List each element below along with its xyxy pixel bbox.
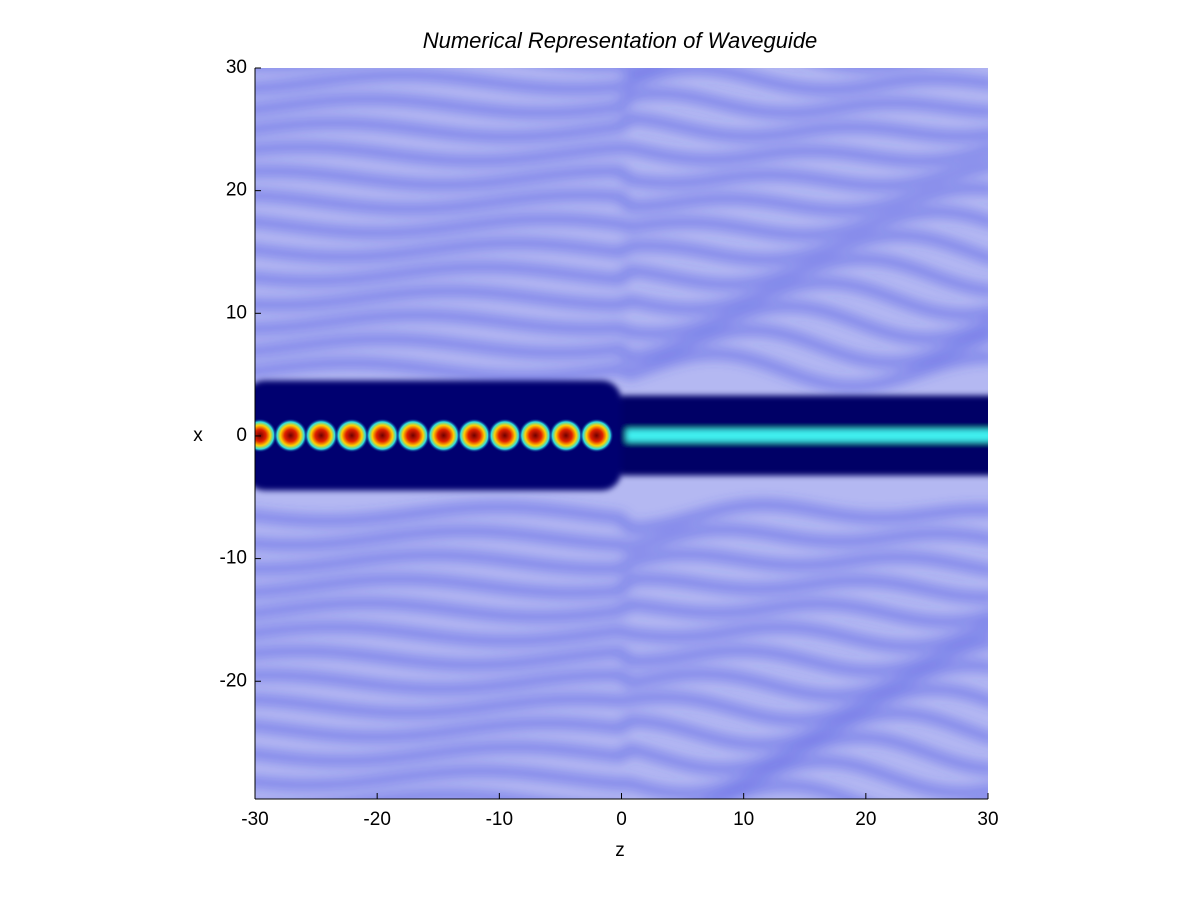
field-stripe [255, 161, 988, 191]
guide-spot [273, 418, 308, 453]
field-stripe [255, 732, 988, 774]
field-image [255, 68, 988, 799]
guide-spot [255, 418, 277, 453]
x-tick-label: -30 [241, 809, 268, 830]
guide-spot [396, 418, 430, 453]
field-stripe [255, 277, 988, 320]
field-stripe [255, 68, 988, 95]
field-stripe [255, 524, 988, 553]
field-stripe [255, 638, 988, 676]
guide-core-right [626, 429, 988, 442]
x-axis-label: z [615, 840, 625, 861]
field-stripe [255, 88, 988, 118]
guide-spot [579, 418, 614, 453]
y-tick-label: 10 [226, 302, 247, 323]
x-tick-label: 20 [855, 809, 876, 830]
field-stripe [255, 708, 988, 750]
x-tick-label: 0 [616, 809, 627, 830]
field-stripe [255, 574, 988, 602]
field-stripes [255, 68, 988, 799]
field-stripe [255, 349, 988, 392]
field-stripe [255, 684, 988, 725]
field-stripe [255, 598, 988, 627]
field-stripe [255, 230, 988, 265]
field-stripe [255, 207, 988, 240]
guide-spot [549, 418, 583, 453]
field-stripe [255, 500, 988, 534]
field-stripe [255, 254, 988, 295]
field-stripe [255, 142, 988, 166]
guide-spot [365, 418, 400, 453]
field-stripe [255, 660, 988, 701]
field-stripe [255, 183, 988, 215]
guide-spot [334, 418, 369, 453]
field-stripe [255, 622, 988, 652]
x-tick-label: 30 [977, 809, 998, 830]
guide-spot [304, 418, 339, 453]
y-tick-label: -10 [220, 548, 247, 569]
field-stripe [255, 113, 988, 142]
field-stripe [255, 756, 988, 799]
x-tick-label: 10 [733, 809, 754, 830]
y-tick-label: 20 [226, 180, 247, 201]
guide-spot [518, 418, 553, 453]
field-stripe [255, 549, 988, 575]
y-tick-label: 0 [236, 425, 247, 446]
field-stripe [255, 325, 988, 368]
field-stripe [255, 301, 988, 344]
guide-spot [457, 418, 492, 453]
y-axis-label: x [193, 425, 203, 446]
x-tick-label: -10 [486, 809, 513, 830]
guide-spot [426, 418, 461, 453]
y-tick-label: 30 [226, 57, 247, 78]
chart-title: Numerical Representation of Waveguide [423, 28, 818, 53]
y-tick-label: -20 [220, 670, 247, 691]
guide-spot [487, 418, 522, 453]
x-tick-label: -20 [363, 809, 390, 830]
